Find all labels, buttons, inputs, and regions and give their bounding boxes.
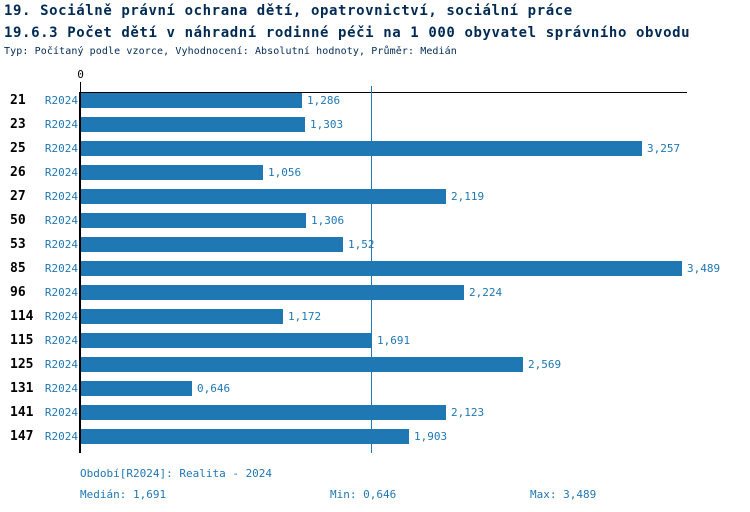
value-label: 1,303 <box>310 117 344 131</box>
bar <box>81 165 263 180</box>
category-label: 96 <box>10 284 26 300</box>
category-label: 27 <box>10 188 26 204</box>
series-label: R2024 <box>44 429 78 443</box>
chart-meta-line: Typ: Počítaný podle vzorce, Vyhodnocení:… <box>4 46 457 57</box>
footer-min-label: Min: 0,646 <box>330 488 397 501</box>
category-label: 125 <box>10 356 34 372</box>
category-label: 26 <box>10 164 26 180</box>
footer-period-label: Období[R2024]: Realita - 2024 <box>80 467 273 480</box>
series-label: R2024 <box>44 405 78 419</box>
x-axis-zero-tick <box>80 82 81 92</box>
series-label: R2024 <box>44 285 78 299</box>
value-label: 3,257 <box>647 141 681 155</box>
bar <box>81 381 192 396</box>
bar <box>81 213 306 228</box>
category-label: 50 <box>10 212 26 228</box>
value-label: 1,691 <box>377 333 411 347</box>
bar <box>81 333 372 348</box>
value-label: 1,286 <box>307 93 341 107</box>
category-label: 53 <box>10 236 26 252</box>
bar <box>81 261 682 276</box>
value-label: 3,489 <box>687 261 721 275</box>
series-label: R2024 <box>44 357 78 371</box>
bar <box>81 117 305 132</box>
series-label: R2024 <box>44 213 78 227</box>
page-title-indicator: 19.6.3 Počet dětí v náhradní rodinné péč… <box>4 25 691 41</box>
category-label: 85 <box>10 260 26 276</box>
category-label: 21 <box>10 92 26 108</box>
category-label: 25 <box>10 140 26 156</box>
bar <box>81 189 446 204</box>
series-label: R2024 <box>44 237 78 251</box>
x-axis-zero-tick-label: 0 <box>77 68 84 81</box>
category-label: 131 <box>10 380 34 396</box>
series-label: R2024 <box>44 333 78 347</box>
category-label: 147 <box>10 428 34 444</box>
footer-median-label: Medián: 1,691 <box>80 488 167 501</box>
category-label: 115 <box>10 332 34 348</box>
series-label: R2024 <box>44 309 78 323</box>
value-label: 1,903 <box>414 429 448 443</box>
bar <box>81 405 446 420</box>
bar <box>81 309 283 324</box>
value-label: 2,224 <box>469 285 503 299</box>
series-label: R2024 <box>44 381 78 395</box>
value-label: 1,306 <box>311 213 345 227</box>
bar <box>81 285 464 300</box>
footer-max-label: Max: 3,489 <box>530 488 597 501</box>
value-label: 0,646 <box>197 381 231 395</box>
category-label: 141 <box>10 404 34 420</box>
x-axis-line <box>79 92 687 93</box>
value-label: 1,52 <box>348 237 375 251</box>
bar <box>81 237 343 252</box>
series-label: R2024 <box>44 141 78 155</box>
value-label: 1,172 <box>288 309 322 323</box>
bar <box>81 429 409 444</box>
bar <box>81 357 523 372</box>
value-label: 1,056 <box>268 165 302 179</box>
y-axis-line <box>79 92 81 453</box>
value-label: 2,119 <box>451 189 485 203</box>
page-title-section: 19. Sociálně právní ochrana dětí, opatro… <box>4 3 573 19</box>
category-label: 114 <box>10 308 34 324</box>
series-label: R2024 <box>44 261 78 275</box>
value-label: 2,123 <box>451 405 485 419</box>
series-label: R2024 <box>44 93 78 107</box>
bar <box>81 93 302 108</box>
bar <box>81 141 642 156</box>
value-label: 2,569 <box>528 357 562 371</box>
series-label: R2024 <box>44 165 78 179</box>
category-label: 23 <box>10 116 26 132</box>
series-label: R2024 <box>44 189 78 203</box>
series-label: R2024 <box>44 117 78 131</box>
